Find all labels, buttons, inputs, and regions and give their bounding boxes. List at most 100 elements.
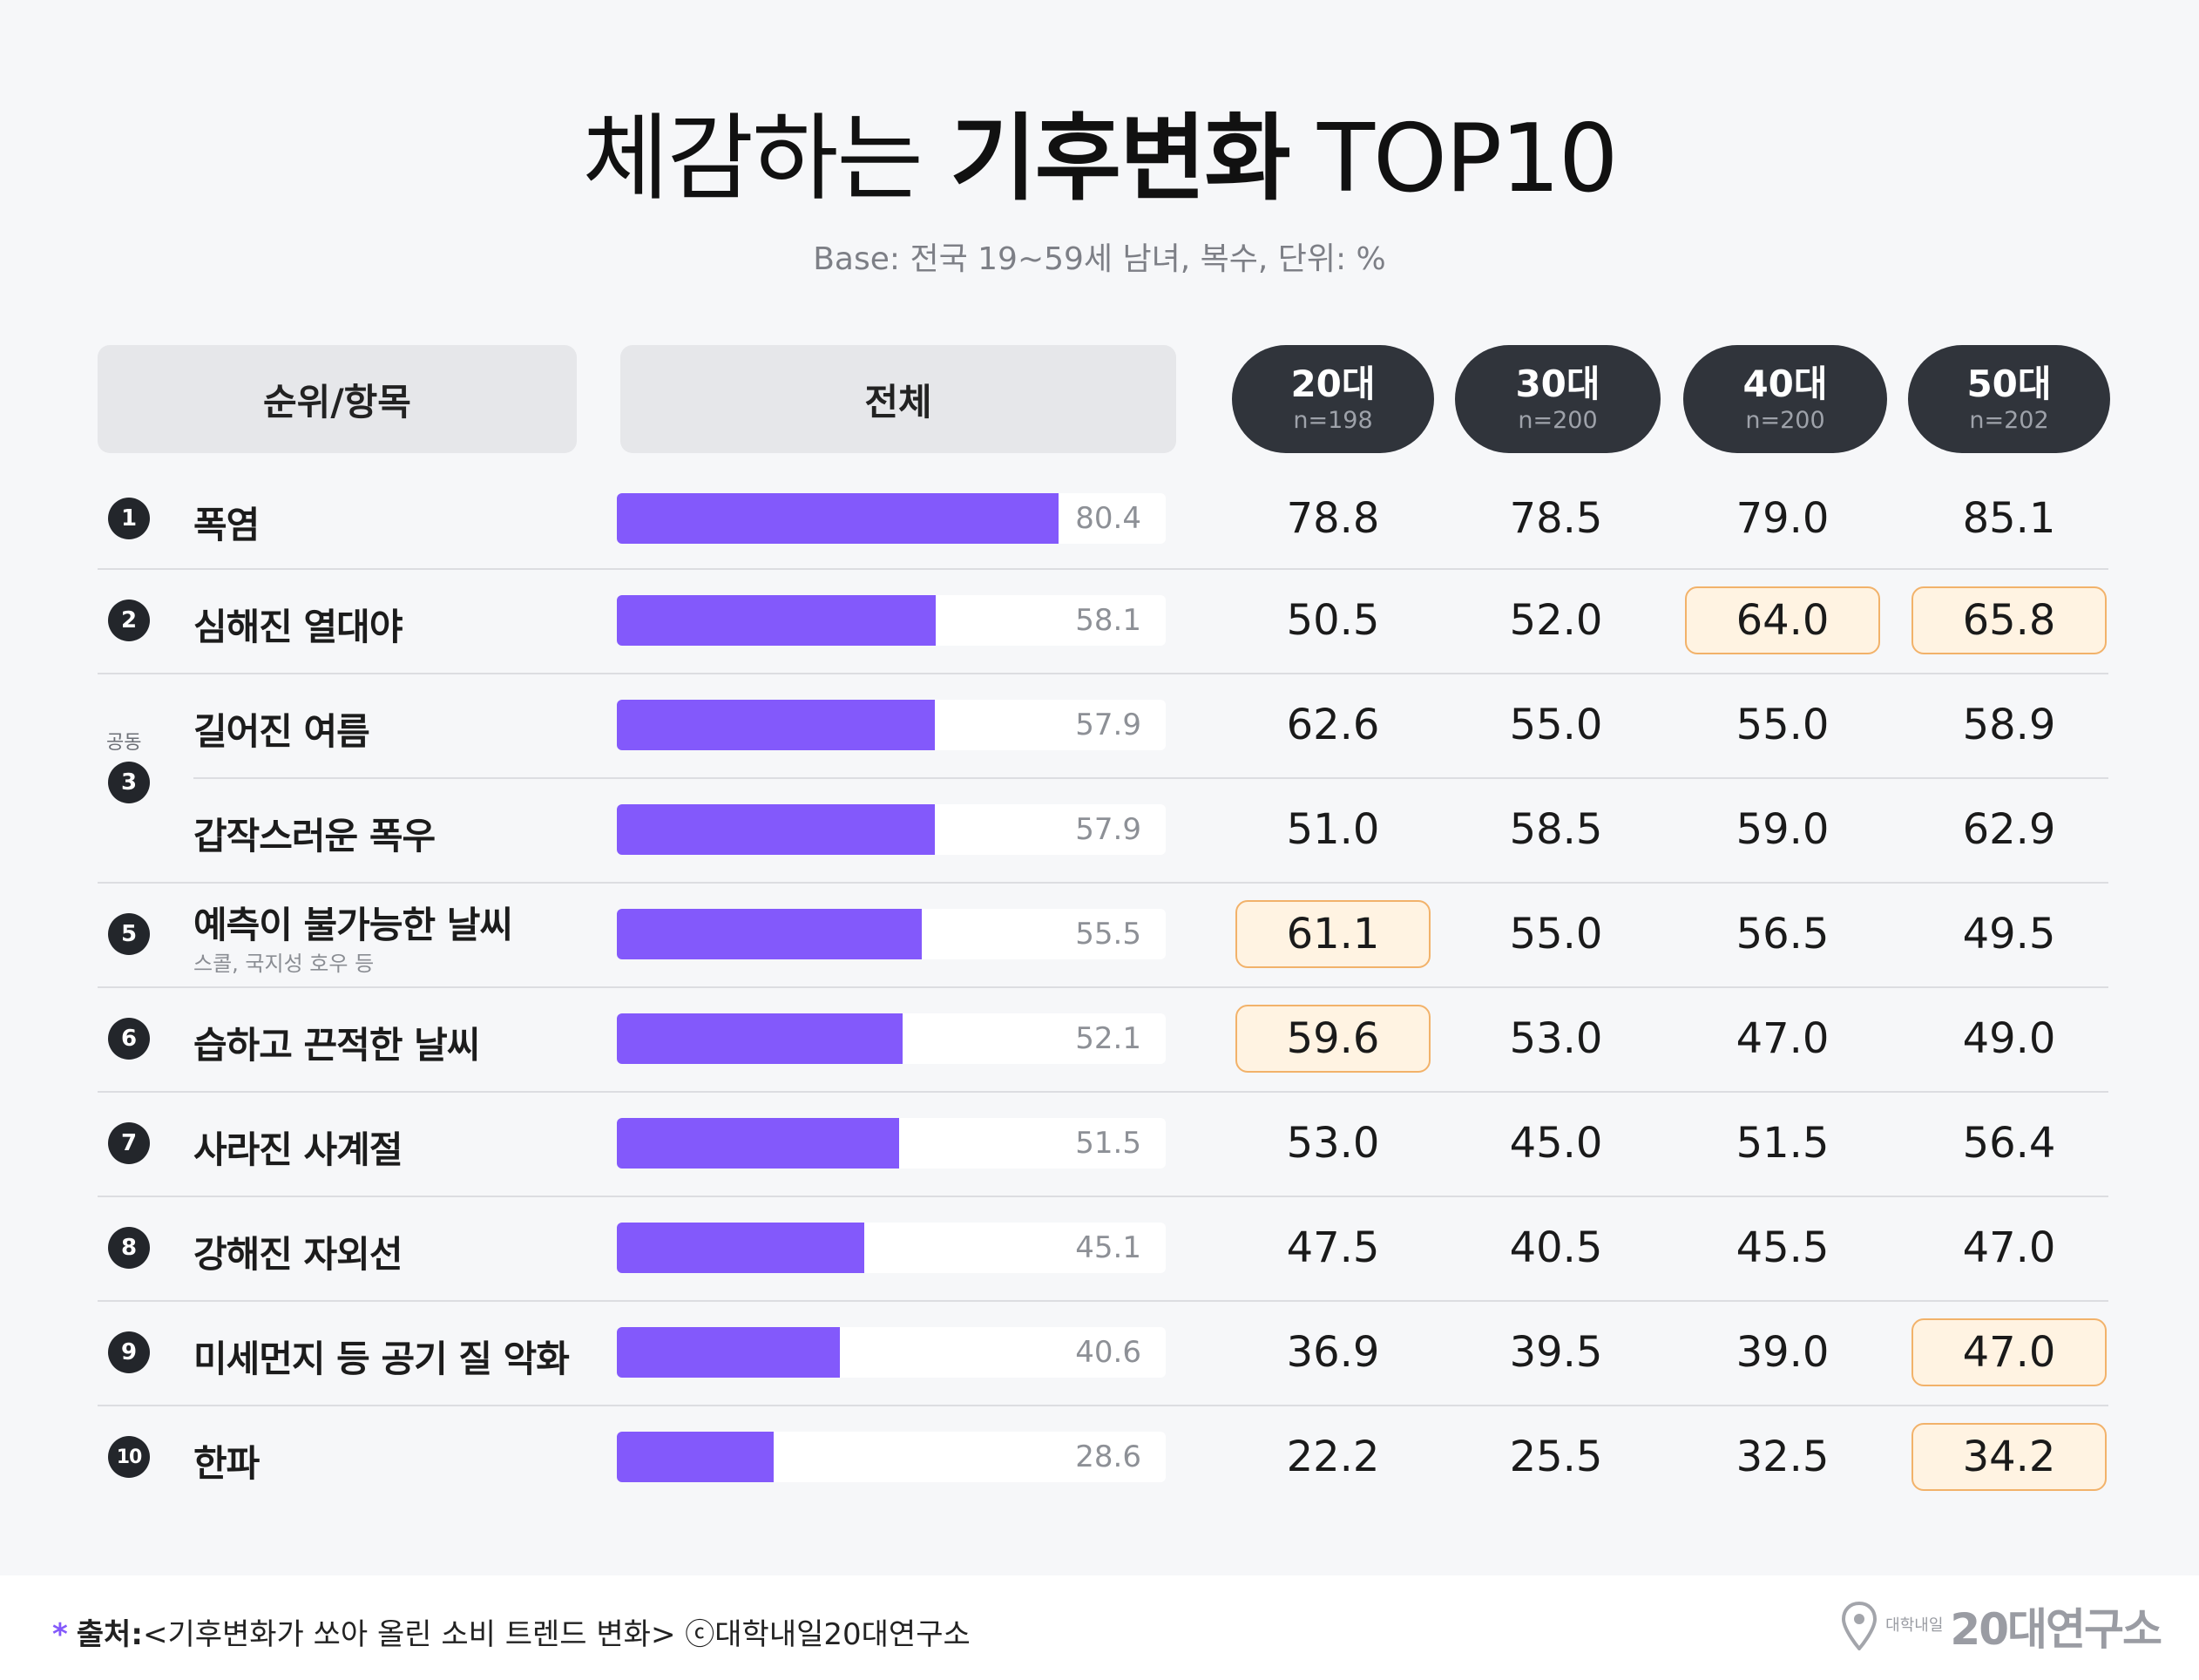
value-cell: 78.5 bbox=[1509, 494, 1603, 543]
bar-track: 51.5 bbox=[617, 1118, 1166, 1169]
rank-badge: 9 bbox=[108, 1331, 150, 1373]
bar-track: 28.6 bbox=[617, 1432, 1166, 1482]
value-cell: 47.5 bbox=[1286, 1223, 1380, 1272]
item-label: 심해진 열대야 bbox=[193, 606, 403, 648]
bar-track: 52.1 bbox=[617, 1013, 1166, 1064]
rank-badge: 3 bbox=[108, 762, 150, 803]
header-age-30s: 30대 n=200 bbox=[1455, 345, 1661, 453]
row-separator bbox=[193, 777, 2108, 779]
bar-value-label: 52.1 bbox=[1075, 1021, 1141, 1056]
value-cell: 40.5 bbox=[1509, 1223, 1603, 1272]
value-cell: 52.0 bbox=[1509, 596, 1603, 645]
bar-value-label: 51.5 bbox=[1075, 1126, 1141, 1161]
value-cell: 36.9 bbox=[1286, 1328, 1380, 1377]
bar bbox=[617, 1118, 899, 1169]
bar-value-label: 55.5 bbox=[1075, 917, 1141, 952]
chart-title: 체감하는 기후변화 TOP10 bbox=[0, 83, 2199, 219]
header-age-50s: 50대 n=202 bbox=[1908, 345, 2110, 453]
value-cell: 53.0 bbox=[1509, 1014, 1603, 1063]
rank-badge: 2 bbox=[108, 600, 150, 641]
value-cell: 51.0 bbox=[1286, 805, 1380, 854]
bar-value-label: 45.1 bbox=[1075, 1230, 1141, 1265]
bar-value-label: 58.1 bbox=[1075, 603, 1141, 638]
highlighted-value-cell: 47.0 bbox=[1911, 1318, 2107, 1386]
row-separator bbox=[98, 1405, 2108, 1406]
value-cell: 56.4 bbox=[1962, 1119, 2056, 1168]
age-label: 30대 bbox=[1515, 362, 1600, 405]
item-label: 한파 bbox=[193, 1442, 260, 1485]
value-cell: 49.0 bbox=[1962, 1014, 2056, 1063]
bar-track: 58.1 bbox=[617, 595, 1166, 646]
item-label: 갑작스러운 폭우 bbox=[193, 815, 436, 857]
age-label: 40대 bbox=[1742, 362, 1828, 405]
rank-badge: 8 bbox=[108, 1227, 150, 1269]
bar bbox=[617, 1432, 774, 1482]
value-cell: 58.5 bbox=[1509, 805, 1603, 854]
title-part2: 기후변화 bbox=[950, 105, 1290, 213]
rank-badge: 10 bbox=[108, 1436, 150, 1478]
row-separator bbox=[98, 1300, 2108, 1302]
header-age-20s: 20대 n=198 bbox=[1232, 345, 1434, 453]
bar bbox=[617, 493, 1059, 544]
value-cell: 79.0 bbox=[1736, 494, 1830, 543]
highlighted-value-cell: 59.6 bbox=[1235, 1005, 1431, 1073]
value-cell: 55.0 bbox=[1736, 701, 1830, 749]
value-cell: 51.5 bbox=[1736, 1119, 1830, 1168]
bar bbox=[617, 1223, 864, 1273]
item-label: 폭염 bbox=[193, 504, 260, 546]
highlighted-value-cell: 34.2 bbox=[1911, 1423, 2107, 1491]
tie-label: 공동 bbox=[106, 732, 142, 754]
bar-value-label: 80.4 bbox=[1075, 501, 1141, 536]
value-cell: 32.5 bbox=[1736, 1433, 1830, 1481]
bar bbox=[617, 1327, 840, 1378]
value-cell: 62.6 bbox=[1286, 701, 1380, 749]
bar-track: 40.6 bbox=[617, 1327, 1166, 1378]
item-label: 길어진 여름 bbox=[193, 710, 370, 753]
age-sample-size: n=198 bbox=[1293, 407, 1373, 434]
row-separator bbox=[98, 986, 2108, 988]
bar-track: 45.1 bbox=[617, 1223, 1166, 1273]
header-rank-item: 순위/항목 bbox=[98, 345, 577, 453]
value-cell: 50.5 bbox=[1286, 596, 1380, 645]
age-label: 50대 bbox=[1966, 362, 2052, 405]
value-cell: 55.0 bbox=[1509, 910, 1603, 959]
row-separator bbox=[98, 1196, 2108, 1197]
bar-value-label: 40.6 bbox=[1075, 1335, 1141, 1370]
age-sample-size: n=202 bbox=[1969, 407, 2049, 434]
value-cell: 39.5 bbox=[1509, 1328, 1603, 1377]
value-cell: 25.5 bbox=[1509, 1433, 1603, 1481]
rank-badge: 6 bbox=[108, 1018, 150, 1060]
source-text: <기후변화가 쏘아 올린 소비 트렌드 변화> ⓒ대학내일20대연구소 bbox=[142, 1617, 971, 1652]
title-part3: TOP10 bbox=[1317, 105, 1619, 213]
item-label: 강해진 자외선 bbox=[193, 1233, 403, 1276]
highlighted-value-cell: 61.1 bbox=[1235, 900, 1431, 968]
value-cell: 55.0 bbox=[1509, 701, 1603, 749]
row-separator bbox=[98, 1091, 2108, 1093]
bar bbox=[617, 595, 936, 646]
value-cell: 85.1 bbox=[1962, 494, 2056, 543]
publisher-logo: 대학내일 20대연구소 bbox=[1842, 1598, 2162, 1655]
logo-small-text: 대학내일 bbox=[1885, 1616, 1944, 1635]
source-note: * 출처:<기후변화가 쏘아 올린 소비 트렌드 변화> ⓒ대학내일20대연구소 bbox=[52, 1610, 971, 1653]
highlighted-value-cell: 65.8 bbox=[1911, 586, 2107, 654]
value-cell: 22.2 bbox=[1286, 1433, 1380, 1481]
value-cell: 49.5 bbox=[1962, 910, 2056, 959]
row-separator bbox=[98, 673, 2108, 674]
age-sample-size: n=200 bbox=[1518, 407, 1598, 434]
bar-value-label: 57.9 bbox=[1075, 812, 1141, 847]
value-cell: 45.0 bbox=[1509, 1119, 1603, 1168]
row-separator bbox=[98, 568, 2108, 570]
bar-track: 57.9 bbox=[617, 700, 1166, 750]
item-label: 미세먼지 등 공기 질 악화 bbox=[193, 1338, 570, 1380]
title-part1: 체감하는 bbox=[582, 105, 923, 213]
bar-value-label: 28.6 bbox=[1075, 1440, 1141, 1474]
item-label: 사라진 사계절 bbox=[193, 1128, 403, 1171]
value-cell: 56.5 bbox=[1736, 910, 1830, 959]
item-note: 스콜, 국지성 호우 등 bbox=[193, 952, 375, 976]
header-total: 전체 bbox=[620, 345, 1176, 453]
age-label: 20대 bbox=[1290, 362, 1376, 405]
age-sample-size: n=200 bbox=[1745, 407, 1825, 434]
value-cell: 45.5 bbox=[1736, 1223, 1830, 1272]
value-cell: 47.0 bbox=[1736, 1014, 1830, 1063]
bar-track: 55.5 bbox=[617, 909, 1166, 959]
